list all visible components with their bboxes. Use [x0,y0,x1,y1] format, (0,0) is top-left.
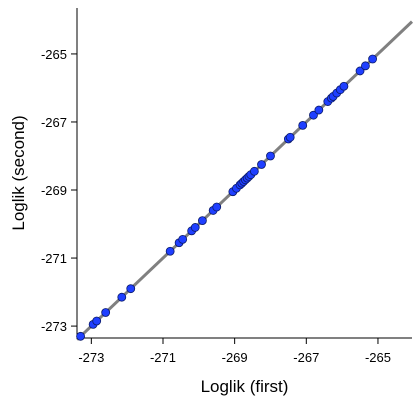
data-point [117,292,127,302]
data-point [101,308,111,317]
data-point [361,61,370,71]
data-point [266,151,275,161]
data-point [249,166,259,176]
x-tick-label: -265 [365,350,391,365]
data-point [257,160,266,169]
data-point [198,216,207,226]
x-axis-title: Loglik (first) [201,377,289,396]
axes [76,8,412,339]
x-tick-label: -269 [222,350,248,365]
data-point [355,66,365,76]
data-points [76,54,377,341]
data-point [314,105,324,115]
y-tick-label: -265 [41,47,67,62]
y-axis-title: Loglik (second) [9,115,28,230]
y-axis-ticks: -273 -271 -269 -267 -265 [41,47,77,334]
y-tick-label: -271 [41,251,67,266]
data-point [212,202,222,212]
data-point [368,54,377,64]
x-tick-label: -273 [78,350,104,365]
data-point [285,132,295,142]
data-point [126,284,136,294]
y-tick-label: -269 [41,183,67,198]
data-point [339,81,349,91]
data-point [178,234,188,244]
data-point [76,331,85,341]
x-tick-label: -271 [150,350,176,365]
x-tick-label: -267 [293,350,319,365]
x-axis-ticks: -273 -271 -269 -267 -265 [78,338,391,365]
y-tick-label: -267 [41,115,67,130]
data-point [298,120,308,130]
data-point [92,316,102,326]
data-point [309,110,318,120]
y-tick-label: -273 [41,319,67,334]
data-point [190,223,200,232]
data-point [165,246,175,256]
